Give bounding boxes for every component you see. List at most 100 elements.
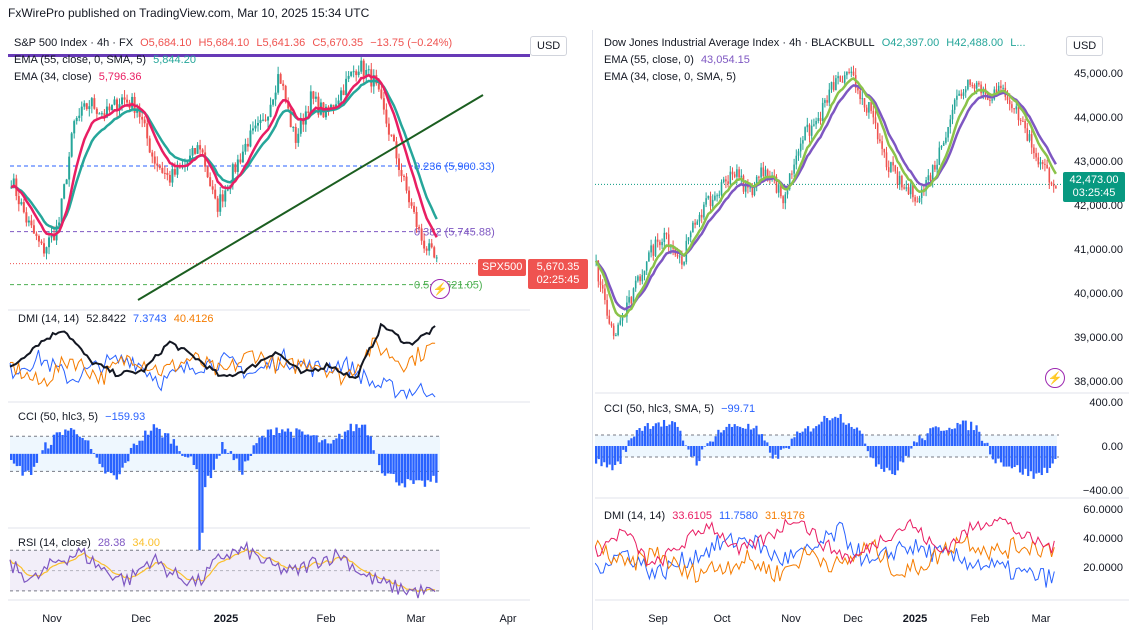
dji-candle-body bbox=[788, 173, 791, 190]
dji-candle-body bbox=[729, 171, 732, 184]
spx-candle-body bbox=[186, 162, 189, 166]
dji-title-legend[interactable]: Dow Jones Industrial Average Index · 4h … bbox=[604, 36, 1030, 50]
spx-cci-bar bbox=[420, 453, 424, 481]
spx-cci-bar bbox=[178, 451, 181, 454]
dji-alert-icon[interactable]: ⚡ bbox=[1045, 368, 1065, 388]
spx-dmi-label: DMI (14, 14) bbox=[18, 313, 80, 325]
dji-candle-body bbox=[604, 288, 606, 300]
dji-candle-body bbox=[832, 82, 835, 91]
dji-candle-body bbox=[678, 256, 681, 258]
spx-alert-icon[interactable]: ⚡ bbox=[430, 279, 450, 299]
spx-candle-body bbox=[294, 126, 297, 143]
dji-cci-label: CCI (50, hlc3, SMA, 5) bbox=[604, 403, 715, 415]
spx-candle-body bbox=[40, 241, 43, 244]
dji-time-tick: Feb bbox=[971, 613, 990, 625]
spx-cci-bar bbox=[218, 453, 221, 456]
spx-cci-bar bbox=[195, 453, 198, 470]
spx-candle-body bbox=[123, 97, 126, 100]
dji-candle-body bbox=[661, 241, 663, 246]
spx-candle-body bbox=[194, 147, 197, 154]
dji-cci-bar bbox=[956, 422, 959, 446]
spx-symbol: S&P 500 Index · 4h · FX bbox=[14, 37, 134, 49]
dji-candle-body bbox=[808, 124, 811, 136]
spx-candle-body bbox=[103, 113, 106, 118]
spx-cci-bar bbox=[226, 452, 230, 454]
dji-ema55-label: EMA (55, close, 0) bbox=[604, 54, 694, 66]
spx-candle-body bbox=[259, 119, 262, 123]
spx-dmi-minus-line bbox=[9, 347, 436, 400]
dji-cci-bar bbox=[668, 424, 671, 446]
dji-candle-body bbox=[780, 185, 782, 197]
spx-candle-body bbox=[262, 119, 265, 121]
spx-cci-bar bbox=[129, 447, 133, 454]
spx-candle-body bbox=[272, 99, 275, 105]
spx-chart-canvas[interactable]: 6,100.006,000.005,900.005,800.005,700.00… bbox=[8, 30, 530, 630]
spx-ema55-legend[interactable]: EMA (55, close, 0, SMA, 5) 5,844.20 bbox=[14, 53, 200, 67]
spx-candle-body bbox=[85, 103, 88, 110]
dji-cci-tick: −400.00 bbox=[1083, 485, 1123, 497]
spx-ema34-legend[interactable]: EMA (34, close) 5,796.36 bbox=[14, 70, 146, 84]
dji-candle-body bbox=[848, 71, 850, 73]
spx-candle-body bbox=[90, 98, 93, 107]
spx-cci-bar bbox=[281, 429, 284, 454]
spx-cci-bar bbox=[318, 442, 321, 454]
dji-candle-body bbox=[634, 280, 637, 289]
spx-cci-bar bbox=[141, 440, 144, 454]
dji-candle-body bbox=[956, 95, 958, 100]
dji-candle-body bbox=[1026, 128, 1029, 141]
dji-candle-body bbox=[784, 194, 787, 204]
dji-candle-body bbox=[1019, 120, 1022, 122]
spx-rsi-legend[interactable]: RSI (14, close) 28.38 34.00 bbox=[18, 536, 164, 550]
spx-candle-body bbox=[352, 71, 355, 73]
dji-dmi-v3: 31.9176 bbox=[765, 510, 805, 522]
spx-title-legend[interactable]: S&P 500 Index · 4h · FX O5,684.10 H5,684… bbox=[14, 36, 456, 50]
dji-cci-bar bbox=[624, 446, 628, 452]
spx-cci-bar bbox=[363, 424, 367, 454]
dji-candle-body bbox=[978, 82, 980, 85]
dji-cci-bar bbox=[975, 425, 978, 446]
dji-ema55-value: 43,054.15 bbox=[700, 54, 750, 66]
dji-cci-bar bbox=[630, 438, 633, 446]
dji-candle-body bbox=[716, 195, 718, 197]
spx-cci-bar bbox=[295, 428, 298, 454]
dji-ema34-legend[interactable]: EMA (34, close, 0, SMA, 5) bbox=[604, 70, 744, 84]
dji-cci-bar bbox=[888, 446, 891, 471]
spx-candle-body bbox=[380, 89, 383, 99]
spx-cci-bar bbox=[107, 453, 110, 472]
dji-cci-bar bbox=[695, 446, 698, 466]
dji-candle-body bbox=[881, 141, 883, 149]
dji-dmi-legend[interactable]: DMI (14, 14) 33.6105 11.7580 31.9176 bbox=[604, 509, 809, 523]
spx-dmi-v3: 40.4126 bbox=[173, 313, 214, 325]
dji-last-price: 42,473.00 bbox=[1069, 174, 1119, 186]
spx-cci-bar bbox=[246, 453, 250, 461]
dji-cci-bar bbox=[662, 419, 666, 446]
spx-candle-body bbox=[209, 177, 212, 187]
dji-candle-body bbox=[896, 171, 899, 185]
spx-cci-bar bbox=[429, 453, 432, 482]
dji-time-tick: 2025 bbox=[903, 613, 927, 625]
spx-cci-bar bbox=[198, 453, 201, 551]
spx-cci-bar bbox=[369, 436, 372, 454]
spx-candle-body bbox=[279, 74, 282, 84]
spx-cci-bar bbox=[118, 453, 121, 475]
spx-dmi-legend[interactable]: DMI (14, 14) 52.8422 7.3743 40.4126 bbox=[18, 312, 218, 326]
spx-cci-bar bbox=[126, 453, 130, 462]
dji-cci-bar bbox=[1024, 446, 1027, 469]
dji-candle-body bbox=[621, 316, 624, 321]
dji-chart-canvas[interactable]: 45,000.00 44,000.00 43,000.00 42,000.00 41,0… bbox=[595, 30, 1129, 630]
dji-cci-legend[interactable]: CCI (50, hlc3, SMA, 5) −99.71 bbox=[604, 402, 759, 416]
dji-candle-body bbox=[599, 281, 602, 286]
spx-cci-bar bbox=[221, 442, 224, 454]
spx-currency-button[interactable]: USD bbox=[530, 36, 568, 56]
dji-cci-bar bbox=[904, 446, 908, 456]
dji-cci-bar bbox=[847, 423, 850, 446]
spx-cci-bar bbox=[366, 435, 370, 454]
dji-ema55-legend[interactable]: EMA (55, close, 0) 43,054.15 bbox=[604, 53, 754, 67]
dji-candle-body bbox=[813, 124, 815, 126]
spx-cci-legend[interactable]: CCI (50, hlc3, 5) −159.93 bbox=[18, 410, 149, 424]
dji-cci-bar bbox=[823, 415, 826, 446]
spx-cci-bar bbox=[112, 453, 116, 476]
dji-currency-button[interactable]: USD bbox=[1066, 36, 1104, 56]
dji-cci-bar bbox=[622, 446, 625, 450]
dji-cci-bar bbox=[937, 427, 940, 446]
